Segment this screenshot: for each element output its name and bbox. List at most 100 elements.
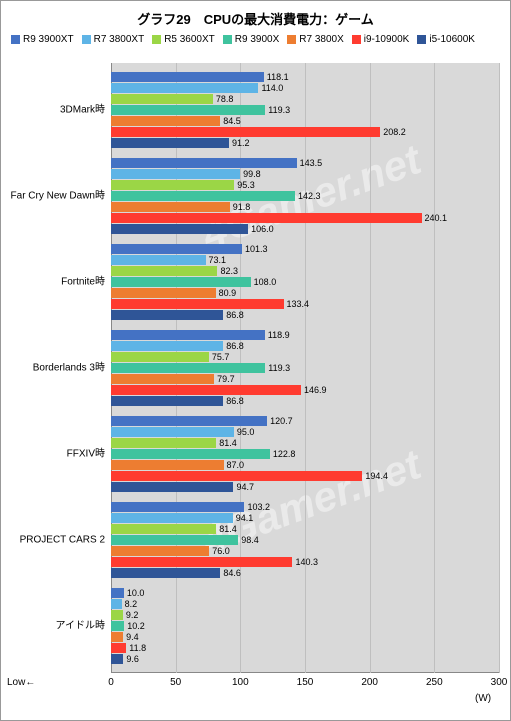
legend-item: i5-10600K xyxy=(417,34,475,45)
bar xyxy=(111,471,362,481)
legend-item: R7 3800X xyxy=(287,34,343,45)
legend-swatch xyxy=(82,35,91,44)
bar-value-label: 91.8 xyxy=(233,202,251,212)
bar-value-label: 91.2 xyxy=(232,138,250,148)
bar xyxy=(111,341,223,351)
bar-value-label: 78.8 xyxy=(216,94,234,104)
bar xyxy=(111,654,123,664)
bar xyxy=(111,416,267,426)
bar xyxy=(111,83,258,93)
bar xyxy=(111,535,238,545)
bar-value-label: 73.1 xyxy=(209,255,227,265)
low-indicator: Low← xyxy=(7,677,35,688)
bar xyxy=(111,621,124,631)
bar xyxy=(111,396,223,406)
bar xyxy=(111,180,234,190)
bar xyxy=(111,310,223,320)
legend-swatch xyxy=(223,35,232,44)
bar-value-label: 133.4 xyxy=(287,299,310,309)
bar xyxy=(111,352,209,362)
bar-value-label: 10.2 xyxy=(127,621,145,631)
bar xyxy=(111,330,265,340)
bar xyxy=(111,116,220,126)
bar-value-label: 118.1 xyxy=(267,72,289,82)
bar-value-label: 142.3 xyxy=(298,191,321,201)
bar xyxy=(111,524,216,534)
category-label: アイドル時 xyxy=(5,621,105,632)
bar-value-label: 75.7 xyxy=(212,352,230,362)
chart-container: グラフ29 CPUの最大消費電力：ゲーム R9 3900XT R7 3800XT R… xyxy=(1,1,510,720)
bar xyxy=(111,546,209,556)
bar xyxy=(111,482,233,492)
bar-value-label: 194.4 xyxy=(365,471,388,481)
legend: R9 3900XTR7 3800XTR5 3600XTR9 3900XR7 38… xyxy=(1,32,510,51)
bar-value-label: 140.3 xyxy=(295,557,318,567)
bar xyxy=(111,158,297,168)
bar-value-label: 120.7 xyxy=(270,416,293,426)
legend-label: R7 3800X xyxy=(299,34,343,45)
bar-value-label: 9.2 xyxy=(126,610,139,620)
bar xyxy=(111,513,233,523)
bar xyxy=(111,568,220,578)
bar xyxy=(111,127,380,137)
bar-value-label: 81.4 xyxy=(219,524,237,534)
bar xyxy=(111,643,126,653)
legend-label: R9 3900X xyxy=(235,34,279,45)
bar-value-label: 208.2 xyxy=(383,127,406,137)
x-tick-label: 0 xyxy=(108,677,114,688)
bar-value-label: 101.3 xyxy=(245,244,268,254)
legend-item: R9 3900XT xyxy=(11,34,74,45)
bar-value-label: 76.0 xyxy=(212,546,230,556)
legend-swatch xyxy=(11,35,20,44)
bar-value-label: 119.3 xyxy=(268,105,290,115)
bar xyxy=(111,385,301,395)
bar-value-label: 10.0 xyxy=(127,588,145,598)
gridline xyxy=(305,63,306,673)
bar xyxy=(111,191,295,201)
x-tick-label: 150 xyxy=(297,677,314,688)
bar-value-label: 240.1 xyxy=(425,213,448,223)
legend-swatch xyxy=(417,35,426,44)
bar xyxy=(111,427,234,437)
bar-value-label: 146.9 xyxy=(304,385,327,395)
legend-item: R9 3900X xyxy=(223,34,279,45)
x-axis-title: (W) xyxy=(475,693,491,704)
bar xyxy=(111,105,265,115)
bar xyxy=(111,138,229,148)
bar xyxy=(111,557,292,567)
legend-label: i5-10600K xyxy=(429,34,475,45)
bar-value-label: 99.8 xyxy=(243,169,261,179)
chart-title: グラフ29 CPUの最大消費電力：ゲーム xyxy=(1,1,510,32)
legend-item: R7 3800XT xyxy=(82,34,145,45)
bar xyxy=(111,460,224,470)
bar xyxy=(111,169,240,179)
bar-value-label: 108.0 xyxy=(254,277,277,287)
bar xyxy=(111,266,217,276)
bar-value-label: 9.6 xyxy=(126,654,139,664)
bar-value-label: 106.0 xyxy=(251,224,274,234)
bar xyxy=(111,244,242,254)
bar-value-label: 95.3 xyxy=(237,180,255,190)
bar-value-label: 82.3 xyxy=(220,266,238,276)
bar xyxy=(111,299,284,309)
bar xyxy=(111,363,265,373)
bar-value-label: 98.4 xyxy=(241,535,259,545)
bar-value-label: 8.2 xyxy=(125,599,138,609)
bar-value-label: 94.1 xyxy=(236,513,254,523)
bar-value-label: 86.8 xyxy=(226,310,244,320)
bar-value-label: 122.8 xyxy=(273,449,296,459)
bar-value-label: 94.7 xyxy=(236,482,254,492)
gridline xyxy=(370,63,371,673)
legend-swatch xyxy=(352,35,361,44)
x-tick-label: 300 xyxy=(491,677,508,688)
bar xyxy=(111,277,251,287)
bar-value-label: 80.9 xyxy=(219,288,237,298)
bar xyxy=(111,632,123,642)
bar xyxy=(111,610,123,620)
bar-value-label: 79.7 xyxy=(217,374,235,384)
category-label: PROJECT CARS 2 xyxy=(5,535,105,546)
bar xyxy=(111,72,264,82)
bar-value-label: 81.4 xyxy=(219,438,237,448)
bar-value-label: 9.4 xyxy=(126,632,139,642)
category-label: Borderlands 3時 xyxy=(5,363,105,374)
